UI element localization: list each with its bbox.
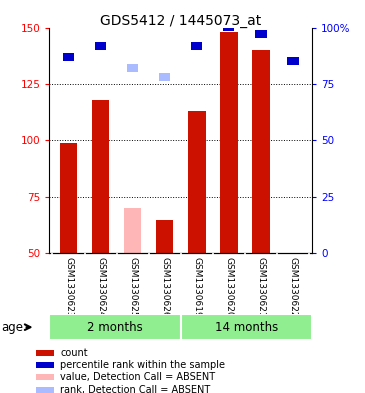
- Text: GSM1330622: GSM1330622: [288, 257, 297, 318]
- Bar: [223, 24, 234, 31]
- Bar: [92, 100, 109, 253]
- Bar: [127, 64, 138, 72]
- Text: GSM1330620: GSM1330620: [224, 257, 233, 318]
- Bar: [287, 57, 299, 65]
- Text: GSM1330621: GSM1330621: [256, 257, 265, 318]
- Bar: [191, 42, 203, 50]
- Text: GSM1330619: GSM1330619: [192, 257, 201, 318]
- Text: percentile rank within the sample: percentile rank within the sample: [60, 360, 225, 370]
- Bar: [36, 350, 54, 356]
- Bar: [49, 314, 181, 340]
- Bar: [220, 32, 238, 253]
- Bar: [156, 220, 173, 253]
- Bar: [60, 143, 77, 253]
- Bar: [159, 73, 170, 81]
- Text: rank, Detection Call = ABSENT: rank, Detection Call = ABSENT: [60, 385, 210, 393]
- Bar: [181, 314, 312, 340]
- Text: GDS5412 / 1445073_at: GDS5412 / 1445073_at: [100, 14, 261, 28]
- Text: GSM1330624: GSM1330624: [96, 257, 105, 318]
- Text: GSM1330623: GSM1330623: [64, 257, 73, 318]
- Bar: [95, 42, 106, 50]
- Bar: [36, 362, 54, 368]
- Bar: [159, 73, 170, 81]
- Text: GSM1330625: GSM1330625: [128, 257, 137, 318]
- Bar: [255, 30, 266, 38]
- Bar: [188, 111, 205, 253]
- Text: value, Detection Call = ABSENT: value, Detection Call = ABSENT: [60, 372, 215, 382]
- Text: GSM1330626: GSM1330626: [160, 257, 169, 318]
- Bar: [36, 387, 54, 393]
- Text: 2 months: 2 months: [87, 321, 143, 334]
- Bar: [63, 53, 74, 61]
- Bar: [124, 208, 141, 253]
- Text: age: age: [1, 321, 23, 334]
- Text: 14 months: 14 months: [215, 321, 278, 334]
- Bar: [36, 374, 54, 380]
- Bar: [252, 50, 270, 253]
- Text: count: count: [60, 348, 88, 358]
